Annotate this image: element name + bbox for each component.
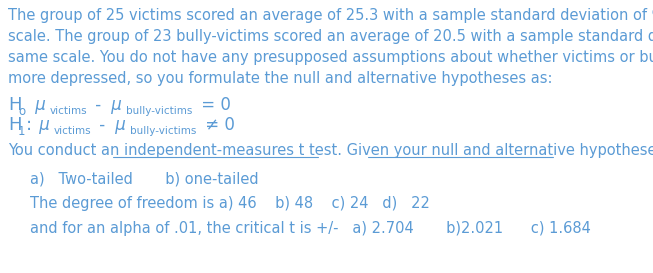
Text: ≠ 0: ≠ 0 — [200, 116, 235, 134]
Text: victims: victims — [50, 106, 88, 116]
Text: victims: victims — [54, 126, 91, 136]
Text: -: - — [90, 96, 101, 114]
Text: -: - — [94, 116, 105, 134]
Text: o: o — [18, 105, 25, 118]
Text: The group of 25 victims scored an average of 25.3 with a sample standard deviati: The group of 25 victims scored an averag… — [8, 8, 653, 86]
Text: μ: μ — [110, 116, 126, 134]
Text: a)   Two-tailed       b) one-tailed: a) Two-tailed b) one-tailed — [30, 171, 259, 186]
Text: μ: μ — [30, 96, 46, 114]
Text: :: : — [26, 116, 32, 134]
Text: and for an alpha of .01, the critical t is +/-   a) 2.704       b)2.021      c) : and for an alpha of .01, the critical t … — [30, 221, 591, 236]
Text: 1: 1 — [18, 125, 25, 138]
Text: μ: μ — [34, 116, 50, 134]
Text: bully-victims: bully-victims — [130, 126, 197, 136]
Text: μ: μ — [106, 96, 122, 114]
Text: = 0: = 0 — [196, 96, 231, 114]
Text: H: H — [8, 116, 22, 134]
Text: H: H — [8, 96, 22, 114]
Text: bully-victims: bully-victims — [126, 106, 193, 116]
Text: You conduct an independent-measures t test. Given your null and alternative hypo: You conduct an independent-measures t te… — [8, 143, 653, 158]
Text: The degree of freedom is a) 46    b) 48    c) 24   d)   22: The degree of freedom is a) 46 b) 48 c) … — [30, 196, 430, 211]
